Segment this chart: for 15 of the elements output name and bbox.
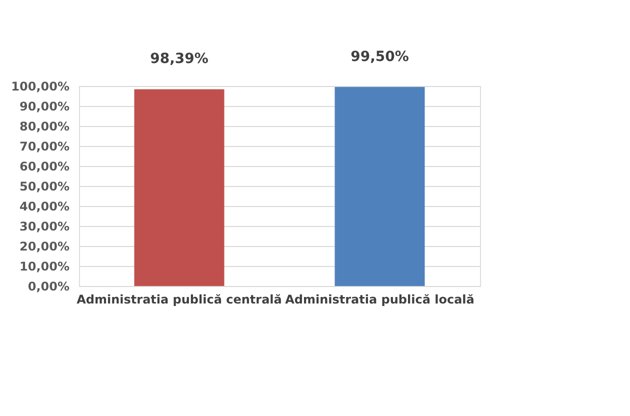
y-tick-label: 80,00%	[20, 120, 70, 134]
data-label: 98,39%	[150, 51, 208, 68]
y-tick-label: 70,00%	[20, 140, 70, 154]
y-tick-label: 0,00%	[28, 280, 70, 294]
x-tick-label: Administratia publică centrală	[76, 292, 282, 306]
y-tick-label: 40,00%	[20, 200, 70, 214]
y-tick-label: 90,00%	[20, 100, 70, 114]
y-tick-label: 20,00%	[20, 240, 70, 254]
y-tick-label: 100,00%	[11, 80, 70, 94]
data-label: 99,50%	[350, 49, 409, 65]
y-tick-label: 10,00%	[20, 260, 70, 274]
y-tick-label: 30,00%	[20, 220, 70, 234]
x-tick-label: Administratia publică locală	[285, 292, 474, 306]
y-tick-label: 50,00%	[20, 180, 70, 194]
y-tick-label: 60,00%	[20, 160, 70, 174]
